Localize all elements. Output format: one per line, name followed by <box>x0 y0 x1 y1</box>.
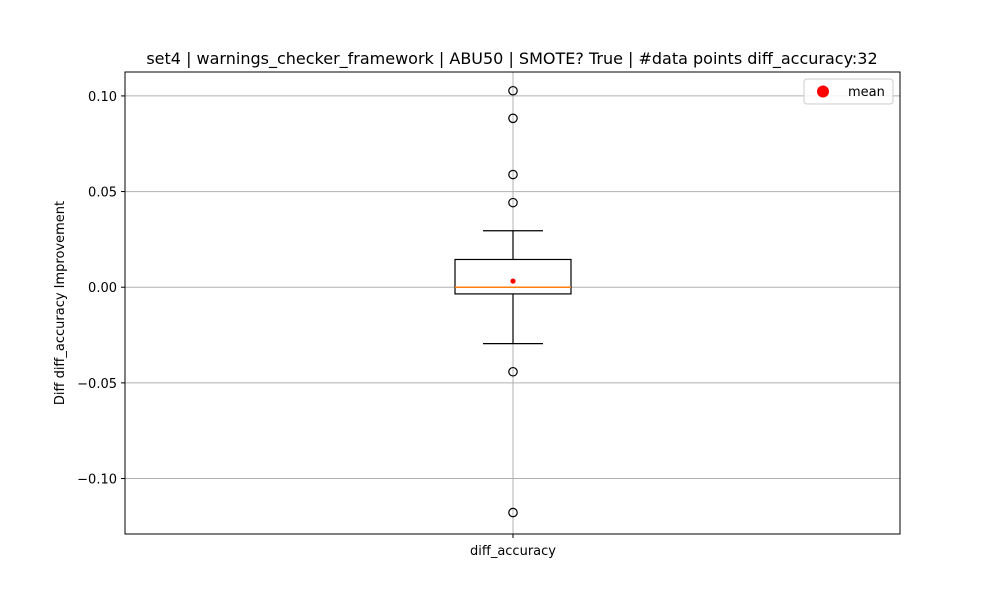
x-tick-label: diff_accuracy <box>470 544 556 559</box>
outlier-point <box>508 169 518 180</box>
mean-point <box>510 278 516 284</box>
y-axis: −0.10 −0.05 0.00 0.05 0.10 <box>77 90 125 488</box>
legend-marker <box>817 85 829 98</box>
outlier-point <box>508 197 518 208</box>
x-axis: diff_accuracy <box>470 534 556 559</box>
box-iqr <box>454 258 572 295</box>
y-tick-label: −0.10 <box>77 473 117 488</box>
y-tick-label: 0.10 <box>88 90 117 105</box>
y-tick-label: 0.05 <box>88 186 117 201</box>
chart-title: set4 | warnings_checker_framework | ABU5… <box>146 49 877 69</box>
outlier-point <box>508 85 518 96</box>
legend: mean <box>803 78 894 105</box>
box-plot <box>454 85 572 518</box>
y-tick-label: −0.05 <box>77 377 117 392</box>
legend-label: mean <box>848 85 885 100</box>
outlier-point <box>508 366 518 377</box>
legend-box <box>803 78 894 105</box>
plot-area-frame <box>124 71 901 535</box>
y-axis-label: Diff diff_accuracy Improvement <box>53 201 68 405</box>
outlier-point <box>508 507 518 518</box>
outlier-point <box>508 113 518 124</box>
y-tick-label: 0.00 <box>88 281 117 296</box>
